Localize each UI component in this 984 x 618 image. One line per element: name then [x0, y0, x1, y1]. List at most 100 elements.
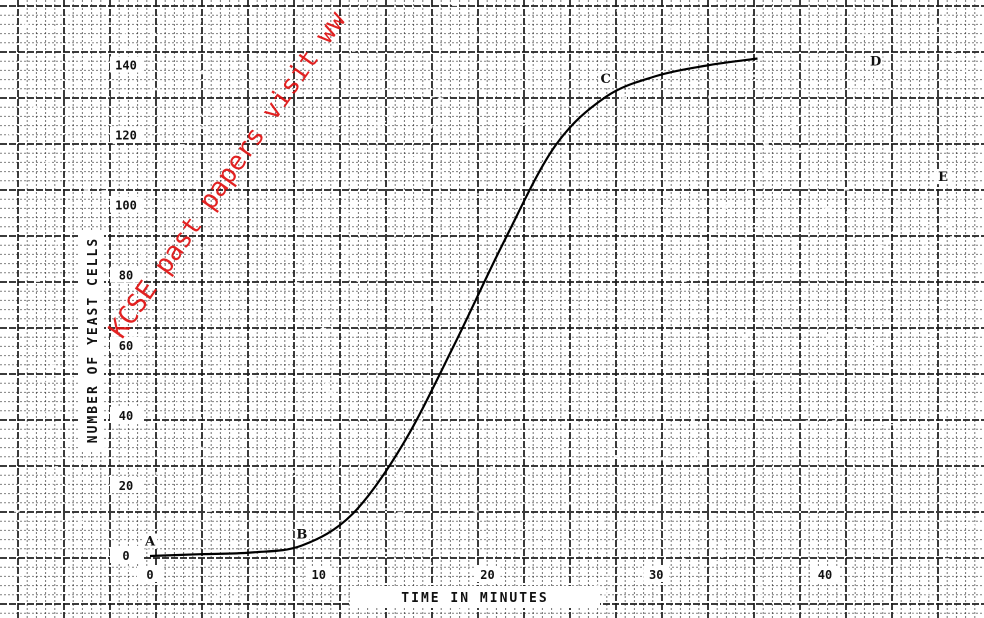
- noise-speck: [784, 475, 787, 477]
- noise-speck: [460, 613, 466, 615]
- noise-speck: [213, 350, 219, 354]
- noise-speck: [152, 87, 158, 91]
- noise-speck: [366, 560, 371, 563]
- noise-speck: [356, 279, 360, 282]
- y-tick-label: 100: [115, 199, 137, 213]
- noise-speck: [66, 221, 71, 224]
- noise-speck: [312, 179, 315, 181]
- noise-speck: [200, 484, 206, 486]
- noise-speck: [282, 250, 288, 253]
- noise-speck: [41, 143, 45, 145]
- noise-speck: [199, 446, 203, 449]
- noise-speck: [723, 207, 728, 209]
- noise-speck: [246, 137, 252, 141]
- noise-speck: [384, 120, 387, 123]
- noise-speck: [936, 31, 942, 33]
- noise-speck: [509, 156, 515, 159]
- noise-speck: [765, 472, 769, 475]
- noise-speck: [308, 109, 313, 112]
- noise-speck: [473, 510, 479, 513]
- noise-speck: [894, 33, 898, 36]
- noise-speck: [964, 522, 971, 526]
- noise-speck: [824, 207, 831, 210]
- noise-speck: [251, 379, 255, 382]
- noise-speck: [317, 227, 322, 230]
- noise-speck: [385, 209, 392, 211]
- noise-speck: [939, 338, 945, 342]
- noise-speck: [348, 213, 352, 216]
- noise-speck: [879, 244, 883, 248]
- noise-speck: [890, 424, 896, 426]
- noise-speck: [16, 574, 23, 577]
- x-axis-title: TIME IN MINUTES: [401, 591, 548, 606]
- noise-speck: [912, 364, 919, 366]
- noise-speck: [185, 598, 190, 602]
- noise-speck: [66, 291, 73, 294]
- noise-speck: [671, 315, 676, 318]
- noise-speck: [978, 261, 983, 264]
- noise-speck: [636, 266, 641, 269]
- noise-speck: [927, 225, 930, 228]
- noise-speck: [76, 251, 80, 253]
- noise-speck: [891, 231, 896, 233]
- noise-speck: [963, 69, 968, 72]
- noise-speck: [322, 476, 328, 480]
- noise-speck: [388, 377, 394, 380]
- noise-speck: [884, 508, 888, 511]
- noise-speck: [577, 216, 581, 219]
- noise-speck: [194, 149, 199, 152]
- noise-speck: [103, 309, 106, 313]
- noise-speck: [515, 319, 519, 321]
- noise-speck: [710, 46, 714, 49]
- noise-speck: [471, 22, 477, 25]
- noise-speck: [819, 12, 826, 16]
- noise-speck: [581, 330, 587, 334]
- x-axis-title-background: [350, 586, 600, 608]
- noise-speck: [722, 105, 729, 107]
- noise-speck: [849, 403, 855, 405]
- y-axis-title: NUMBER OF YEAST CELLS: [86, 237, 101, 443]
- noise-speck: [669, 469, 674, 472]
- noise-speck: [479, 310, 484, 314]
- noise-speck: [961, 410, 966, 413]
- noise-speck: [623, 506, 626, 510]
- noise-speck: [234, 593, 241, 597]
- noise-speck: [79, 66, 82, 68]
- noise-speck: [958, 196, 963, 200]
- noise-speck: [658, 458, 664, 461]
- noise-speck: [321, 128, 326, 131]
- x-tick-label-background: [137, 566, 163, 582]
- noise-speck: [912, 118, 918, 121]
- noise-speck: [535, 478, 538, 480]
- noise-speck: [548, 367, 551, 369]
- noise-speck: [826, 336, 833, 340]
- noise-speck: [431, 301, 437, 304]
- noise-speck: [398, 286, 401, 289]
- noise-speck: [622, 539, 628, 541]
- x-tick-label-background: [474, 566, 501, 582]
- noise-speck: [743, 335, 748, 338]
- noise-speck: [731, 32, 734, 35]
- noise-speck: [123, 32, 126, 35]
- noise-speck: [873, 416, 877, 419]
- noise-speck: [213, 224, 219, 227]
- noise-speck: [580, 395, 586, 399]
- noise-speck: [45, 160, 50, 163]
- noise-speck: [924, 245, 930, 247]
- noise-speck: [170, 18, 175, 21]
- noise-speck: [856, 419, 861, 422]
- noise-speck: [686, 33, 692, 36]
- noise-speck: [44, 379, 48, 382]
- noise-speck: [720, 84, 725, 88]
- noise-speck: [668, 357, 675, 359]
- noise-speck: [864, 87, 869, 90]
- y-tick-label: 80: [119, 269, 133, 283]
- noise-speck: [452, 238, 457, 242]
- noise-speck: [90, 40, 96, 43]
- noise-speck: [914, 451, 919, 454]
- noise-speck: [299, 213, 305, 215]
- noise-speck: [155, 456, 159, 459]
- noise-speck: [442, 45, 447, 49]
- noise-speck: [812, 293, 818, 295]
